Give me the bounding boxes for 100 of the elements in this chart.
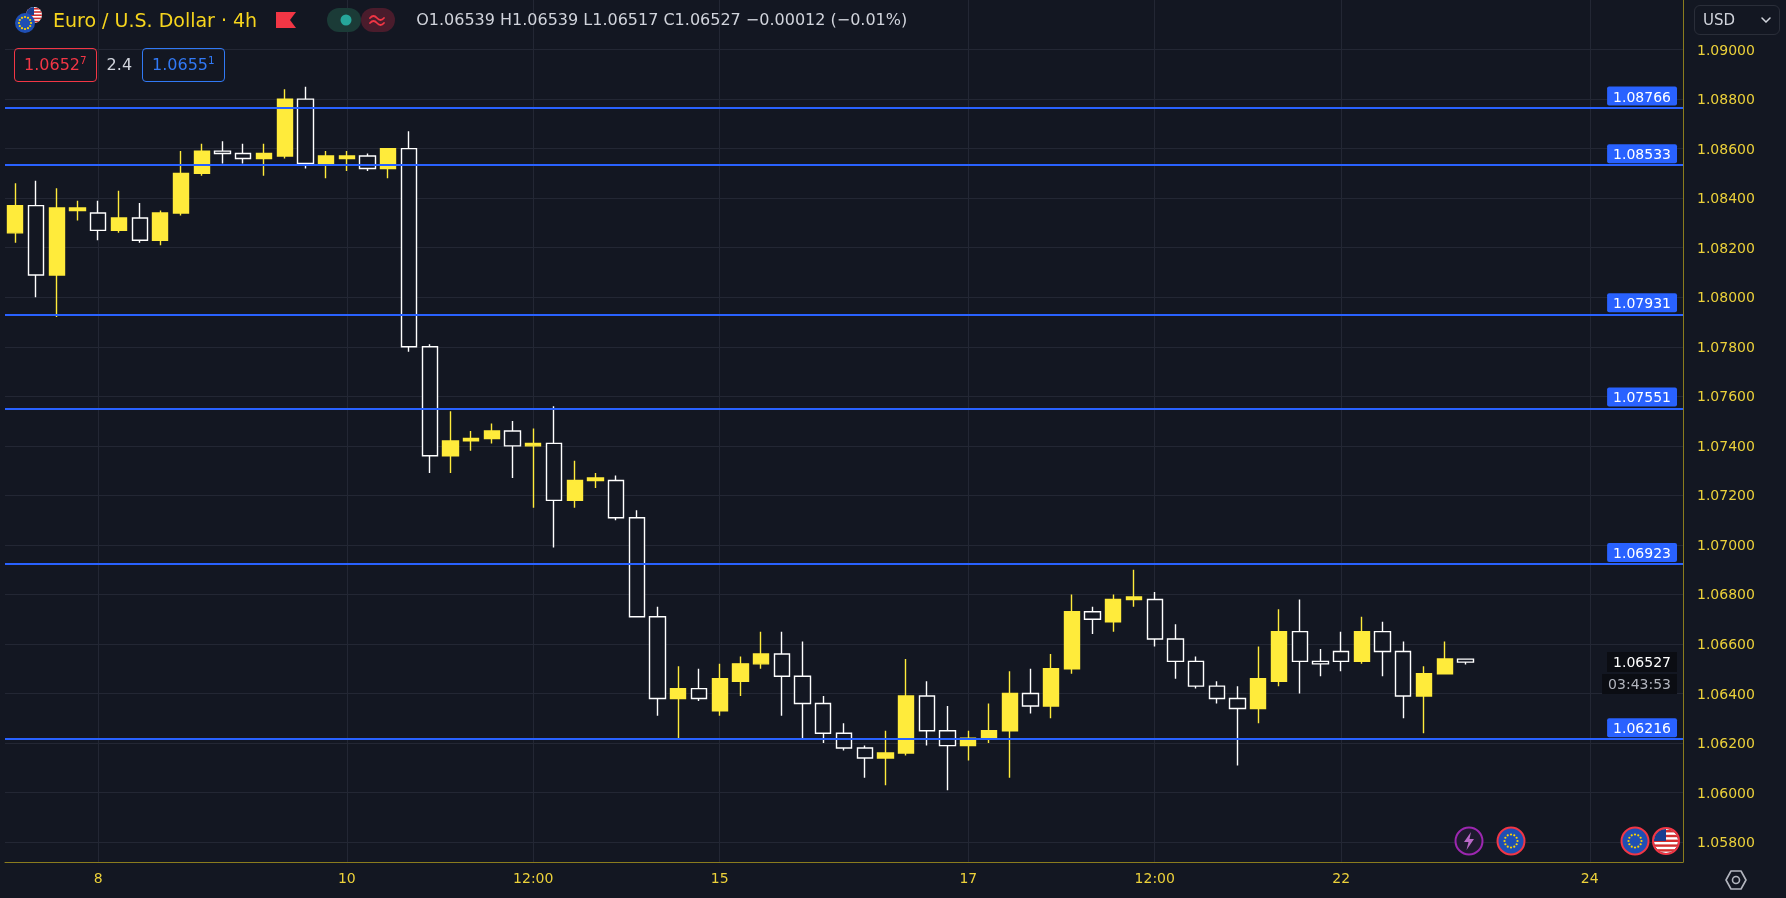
candlestick (1208, 680, 1226, 705)
candlestick (731, 655, 750, 697)
ref-line-label: 1.08533 (1613, 146, 1671, 163)
candlestick (1436, 640, 1454, 675)
candlestick (648, 606, 667, 717)
x-tick-label: 8 (93, 870, 103, 886)
candlestick (1021, 668, 1040, 715)
candlestick (814, 695, 832, 744)
candlestick (897, 658, 915, 757)
candlestick (68, 199, 87, 222)
candlestick (1228, 685, 1247, 767)
y-tick-label: 1.08200 (1697, 239, 1755, 256)
candlestick (752, 630, 770, 670)
candlestick (1166, 623, 1185, 680)
y-tick-label: 1.07000 (1697, 536, 1755, 553)
candlestick (1125, 569, 1143, 608)
ref-line-label: 1.08766 (1613, 88, 1672, 105)
text: O1.06539 H1.06539 L1.06517 C1.06527 −0.00012 (−0.01%) (416, 9, 908, 31)
candlestick (876, 730, 895, 786)
y-tick-label: 1.07200 (1697, 487, 1755, 504)
candlestick (1353, 616, 1371, 665)
candlestick (1394, 640, 1412, 720)
annotation: 1.06527 (1613, 654, 1671, 671)
candlestick (400, 130, 418, 353)
candlestick (6, 182, 24, 244)
candlestick (1332, 630, 1350, 672)
candlestick (918, 680, 936, 747)
y-tick-label: 1.06400 (1697, 685, 1755, 702)
x-tick-label: 17 (959, 870, 978, 886)
y-tick-label: 1.07400 (1697, 437, 1755, 454)
candlestick (1001, 670, 1019, 779)
y-tick-label: 1.08600 (1697, 140, 1755, 157)
candlestick (690, 668, 708, 702)
candlestick (276, 88, 294, 160)
annotation: 03:43:53 (1608, 676, 1671, 693)
candlestick (607, 474, 625, 521)
candlestick (317, 150, 335, 180)
text: USD (1703, 11, 1736, 29)
y-tick-label: 1.07800 (1697, 338, 1755, 355)
candlestick (338, 150, 356, 172)
candlestick (586, 472, 605, 489)
candlestick (110, 190, 128, 234)
candlestick (1042, 653, 1060, 720)
candlestick (938, 705, 957, 791)
candlestick (1270, 608, 1288, 687)
candlestick (483, 422, 501, 445)
y-tick-label: 1.06000 (1697, 784, 1755, 801)
candlestick (27, 180, 45, 298)
candlestick (1249, 645, 1267, 724)
candlestick (462, 430, 480, 452)
annotation: 1.0652$^{7}$ (14, 48, 97, 82)
candlestick (1083, 606, 1102, 635)
candlestick (1373, 621, 1392, 677)
candlestick (628, 509, 646, 618)
annotation: 1.0655$^{1}$ (142, 48, 225, 82)
y-tick-label: 1.08800 (1697, 91, 1755, 108)
y-tick-label: 1.06600 (1697, 636, 1755, 653)
candlestick (296, 86, 315, 170)
candlestick (131, 202, 149, 244)
x-tick-label: 15 (710, 870, 729, 886)
candlestick (711, 663, 729, 717)
y-tick-label: 1.09000 (1697, 41, 1755, 58)
candlestick (89, 199, 107, 241)
candlestick (1456, 658, 1475, 666)
candlestick (1104, 593, 1122, 633)
candlestick (1146, 591, 1164, 648)
candlestick (193, 142, 211, 177)
candlestick (1063, 593, 1081, 675)
candlestick (441, 410, 460, 474)
candlestick (1187, 655, 1205, 690)
candlestick (1415, 665, 1433, 734)
candlestick (545, 405, 563, 549)
y-tick-label: 1.08000 (1697, 289, 1755, 306)
candlestick (172, 150, 190, 217)
y-tick-label: 1.07600 (1697, 388, 1755, 405)
candlestick (856, 744, 874, 779)
y-tick-label: 1.05800 (1697, 834, 1755, 851)
candlestick (793, 640, 812, 739)
y-tick-label: 1.06200 (1697, 735, 1755, 752)
ref-line-label: 1.07931 (1613, 295, 1671, 312)
candlestick (773, 630, 791, 717)
annotation: 2.4 (106, 55, 133, 75)
candlestick (213, 140, 232, 165)
candlestick (503, 420, 522, 479)
candlestick (234, 142, 252, 165)
x-tick-label: 22 (1332, 870, 1351, 886)
candlestick (669, 665, 687, 739)
candlestick (980, 702, 998, 744)
candlestick (421, 343, 439, 474)
ref-line-label: 1.06216 (1613, 720, 1672, 737)
x-tick-label: 10 (337, 870, 356, 886)
ref-line-label: 1.07551 (1613, 389, 1671, 406)
candlestick (151, 209, 169, 246)
candlestick (524, 427, 542, 509)
text: Euro / U.S. Dollar · 4h (53, 8, 258, 32)
candlestick (566, 460, 584, 509)
x-tick-label: 24 (1580, 870, 1599, 886)
y-tick-label: 1.08400 (1697, 190, 1755, 207)
y-tick-label: 1.06800 (1697, 586, 1755, 603)
ref-line-label: 1.06923 (1613, 545, 1671, 562)
